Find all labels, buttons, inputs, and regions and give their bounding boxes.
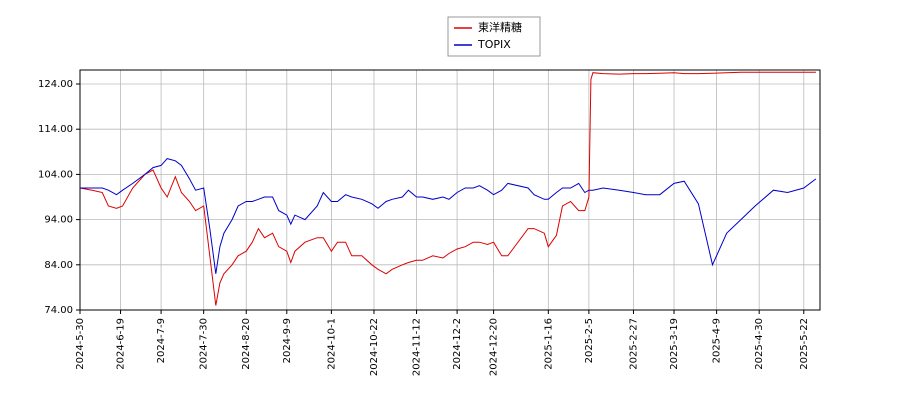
x-tick-label: 2024-5-30 — [75, 318, 86, 370]
plot-frame — [79, 69, 821, 311]
x-tick-label: 2024-12-20 — [489, 318, 500, 376]
x-tick-label: 2025-3-19 — [669, 318, 680, 370]
x-tick-label: 2024-11-12 — [412, 318, 423, 376]
y-tick-label: 74.00 — [44, 305, 73, 316]
legend-box — [447, 16, 541, 57]
x-tick-label: 2024-10-1 — [326, 318, 337, 370]
x-tick-label: 2024-9-9 — [282, 318, 293, 363]
x-tick-label: 2024-7-9 — [156, 318, 167, 363]
y-tick-label: 94.00 — [44, 215, 73, 226]
x-tick-label: 2024-12-2 — [452, 318, 463, 370]
x-tick-label: 2025-1-16 — [543, 318, 554, 370]
x-tick-label: 2025-2-27 — [628, 318, 639, 370]
y-tick-label: 114.00 — [38, 124, 73, 135]
series-line — [79, 71, 816, 306]
x-tick-label: 2024-6-19 — [116, 318, 127, 370]
y-tick-label: 124.00 — [38, 79, 73, 90]
x-tick-label: 2024-8-20 — [241, 318, 252, 370]
legend-label: TOPIX — [477, 38, 511, 51]
x-tick-label: 2024-10-22 — [369, 318, 380, 376]
y-tick-label: 104.00 — [38, 169, 73, 180]
series-line — [80, 158, 817, 274]
x-tick-label: 2025-2-5 — [584, 318, 595, 363]
x-tick-label: 2025-4-30 — [754, 318, 765, 370]
y-tick-label: 84.00 — [44, 260, 73, 271]
x-tick-label: 2025-4-9 — [712, 318, 723, 363]
x-tick-label: 2024-7-30 — [199, 318, 210, 370]
x-tick-label: 2025-5-22 — [799, 318, 810, 370]
legend-label: 東洋精糖 — [478, 20, 522, 34]
